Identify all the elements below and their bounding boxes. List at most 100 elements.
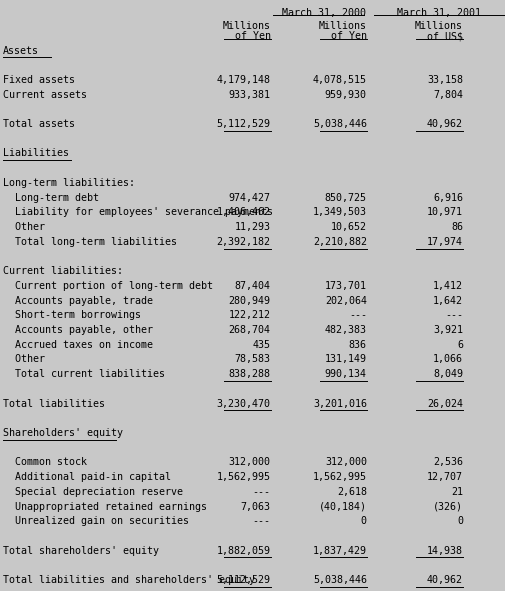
Text: 482,383: 482,383 [324,325,366,335]
Text: Fixed assets: Fixed assets [3,75,74,85]
Text: Total current liabilities: Total current liabilities [3,369,164,379]
Text: 26,024: 26,024 [426,398,462,408]
Text: Additional paid-in capital: Additional paid-in capital [3,472,170,482]
Text: 1,349,503: 1,349,503 [312,207,366,217]
Text: 0: 0 [360,517,366,526]
Text: (40,184): (40,184) [318,502,366,512]
Text: 1,882,059: 1,882,059 [216,545,270,556]
Text: ---: --- [252,517,270,526]
Text: 17,974: 17,974 [426,237,462,247]
Text: Liability for employees' severance payments: Liability for employees' severance payme… [3,207,272,217]
Text: Millions: Millions [222,21,270,31]
Text: Millions: Millions [318,21,366,31]
Text: Total liabilities: Total liabilities [3,398,105,408]
Text: (326): (326) [432,502,462,512]
Text: 6,916: 6,916 [432,193,462,203]
Text: 959,930: 959,930 [324,90,366,100]
Text: Unappropriated retained earnings: Unappropriated retained earnings [3,502,206,512]
Text: 836: 836 [348,340,366,350]
Text: Current portion of long-term debt: Current portion of long-term debt [3,281,212,291]
Text: 173,701: 173,701 [324,281,366,291]
Text: Accrued taxes on income: Accrued taxes on income [3,340,152,350]
Text: 1,837,429: 1,837,429 [312,545,366,556]
Text: ---: --- [444,310,462,320]
Text: Long-term debt: Long-term debt [3,193,98,203]
Text: 280,949: 280,949 [228,296,270,306]
Text: 0: 0 [456,517,462,526]
Text: 12,707: 12,707 [426,472,462,482]
Text: 10,971: 10,971 [426,207,462,217]
Text: 974,427: 974,427 [228,193,270,203]
Text: 5,112,529: 5,112,529 [216,575,270,585]
Text: Millions: Millions [414,21,462,31]
Text: 8,049: 8,049 [432,369,462,379]
Text: 1,412: 1,412 [432,281,462,291]
Text: Current assets: Current assets [3,90,86,100]
Text: 14,938: 14,938 [426,545,462,556]
Text: 850,725: 850,725 [324,193,366,203]
Text: ---: --- [252,487,270,497]
Text: Shareholders' equity: Shareholders' equity [3,428,122,438]
Text: 435: 435 [252,340,270,350]
Text: 11,293: 11,293 [234,222,270,232]
Text: 6: 6 [456,340,462,350]
Text: Current liabilities:: Current liabilities: [3,266,122,276]
Text: Assets: Assets [3,46,38,56]
Text: 7,063: 7,063 [240,502,270,512]
Text: 33,158: 33,158 [426,75,462,85]
Text: Total long-term liabilities: Total long-term liabilities [3,237,176,247]
Text: 312,000: 312,000 [228,457,270,467]
Text: 87,404: 87,404 [234,281,270,291]
Text: Special depreciation reserve: Special depreciation reserve [3,487,182,497]
Text: Total assets: Total assets [3,119,74,129]
Text: Total shareholders' equity: Total shareholders' equity [3,545,158,556]
Text: Common stock: Common stock [3,457,86,467]
Text: 1,562,995: 1,562,995 [312,472,366,482]
Text: ---: --- [348,310,366,320]
Text: 1,066: 1,066 [432,355,462,365]
Text: 4,179,148: 4,179,148 [216,75,270,85]
Text: 2,618: 2,618 [336,487,366,497]
Text: 10,652: 10,652 [330,222,366,232]
Text: 1,406,462: 1,406,462 [216,207,270,217]
Text: 3,230,470: 3,230,470 [216,398,270,408]
Text: 4,078,515: 4,078,515 [312,75,366,85]
Text: 990,134: 990,134 [324,369,366,379]
Text: March 31, 2000: March 31, 2000 [281,8,365,18]
Text: 2,392,182: 2,392,182 [216,237,270,247]
Text: 2,210,882: 2,210,882 [312,237,366,247]
Text: Short-term borrowings: Short-term borrowings [3,310,140,320]
Text: 5,038,446: 5,038,446 [312,575,366,585]
Text: of US$: of US$ [426,31,462,41]
Text: Liabilities: Liabilities [3,148,68,158]
Text: 5,038,446: 5,038,446 [312,119,366,129]
Text: 131,149: 131,149 [324,355,366,365]
Text: 268,704: 268,704 [228,325,270,335]
Text: of Yen: of Yen [234,31,270,41]
Text: 40,962: 40,962 [426,119,462,129]
Text: 122,212: 122,212 [228,310,270,320]
Text: Unrealized gain on securities: Unrealized gain on securities [3,517,188,526]
Text: 838,288: 838,288 [228,369,270,379]
Text: 1,642: 1,642 [432,296,462,306]
Text: 86: 86 [450,222,462,232]
Text: Total liabilities and shareholders' equity: Total liabilities and shareholders' equi… [3,575,254,585]
Text: Other: Other [3,222,44,232]
Text: 2,536: 2,536 [432,457,462,467]
Text: 40,962: 40,962 [426,575,462,585]
Text: 5,112,529: 5,112,529 [216,119,270,129]
Text: Other: Other [3,355,44,365]
Text: Long-term liabilities:: Long-term liabilities: [3,178,134,188]
Text: Accounts payable, trade: Accounts payable, trade [3,296,152,306]
Text: 78,583: 78,583 [234,355,270,365]
Text: 21: 21 [450,487,462,497]
Text: March 31, 2001: March 31, 2001 [396,8,480,18]
Text: of Yen: of Yen [330,31,366,41]
Text: 1,562,995: 1,562,995 [216,472,270,482]
Text: 933,381: 933,381 [228,90,270,100]
Text: 312,000: 312,000 [324,457,366,467]
Text: 3,921: 3,921 [432,325,462,335]
Text: 3,201,016: 3,201,016 [312,398,366,408]
Text: Accounts payable, other: Accounts payable, other [3,325,152,335]
Text: 202,064: 202,064 [324,296,366,306]
